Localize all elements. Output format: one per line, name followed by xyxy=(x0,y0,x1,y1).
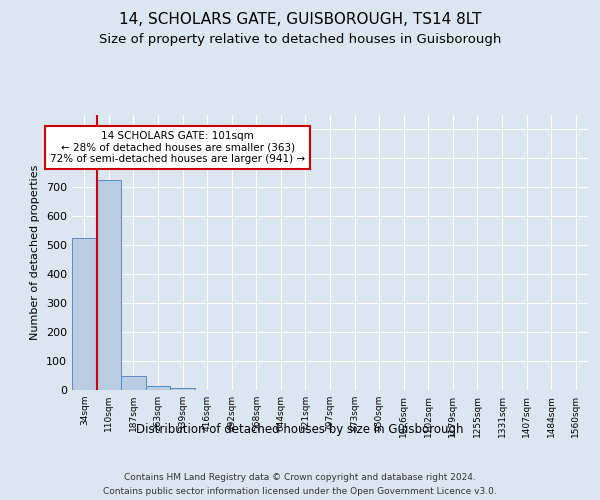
Bar xyxy=(170,388,195,390)
Text: Contains public sector information licensed under the Open Government Licence v3: Contains public sector information licen… xyxy=(103,488,497,496)
Text: Distribution of detached houses by size in Guisborough: Distribution of detached houses by size … xyxy=(136,422,464,436)
Bar xyxy=(121,376,146,390)
Text: 14, SCHOLARS GATE, GUISBOROUGH, TS14 8LT: 14, SCHOLARS GATE, GUISBOROUGH, TS14 8LT xyxy=(119,12,481,28)
Text: Size of property relative to detached houses in Guisborough: Size of property relative to detached ho… xyxy=(99,32,501,46)
Text: Contains HM Land Registry data © Crown copyright and database right 2024.: Contains HM Land Registry data © Crown c… xyxy=(124,472,476,482)
Y-axis label: Number of detached properties: Number of detached properties xyxy=(31,165,40,340)
Bar xyxy=(146,386,170,390)
Bar xyxy=(72,238,97,390)
Text: 14 SCHOLARS GATE: 101sqm
← 28% of detached houses are smaller (363)
72% of semi-: 14 SCHOLARS GATE: 101sqm ← 28% of detach… xyxy=(50,131,305,164)
Bar xyxy=(97,180,121,390)
